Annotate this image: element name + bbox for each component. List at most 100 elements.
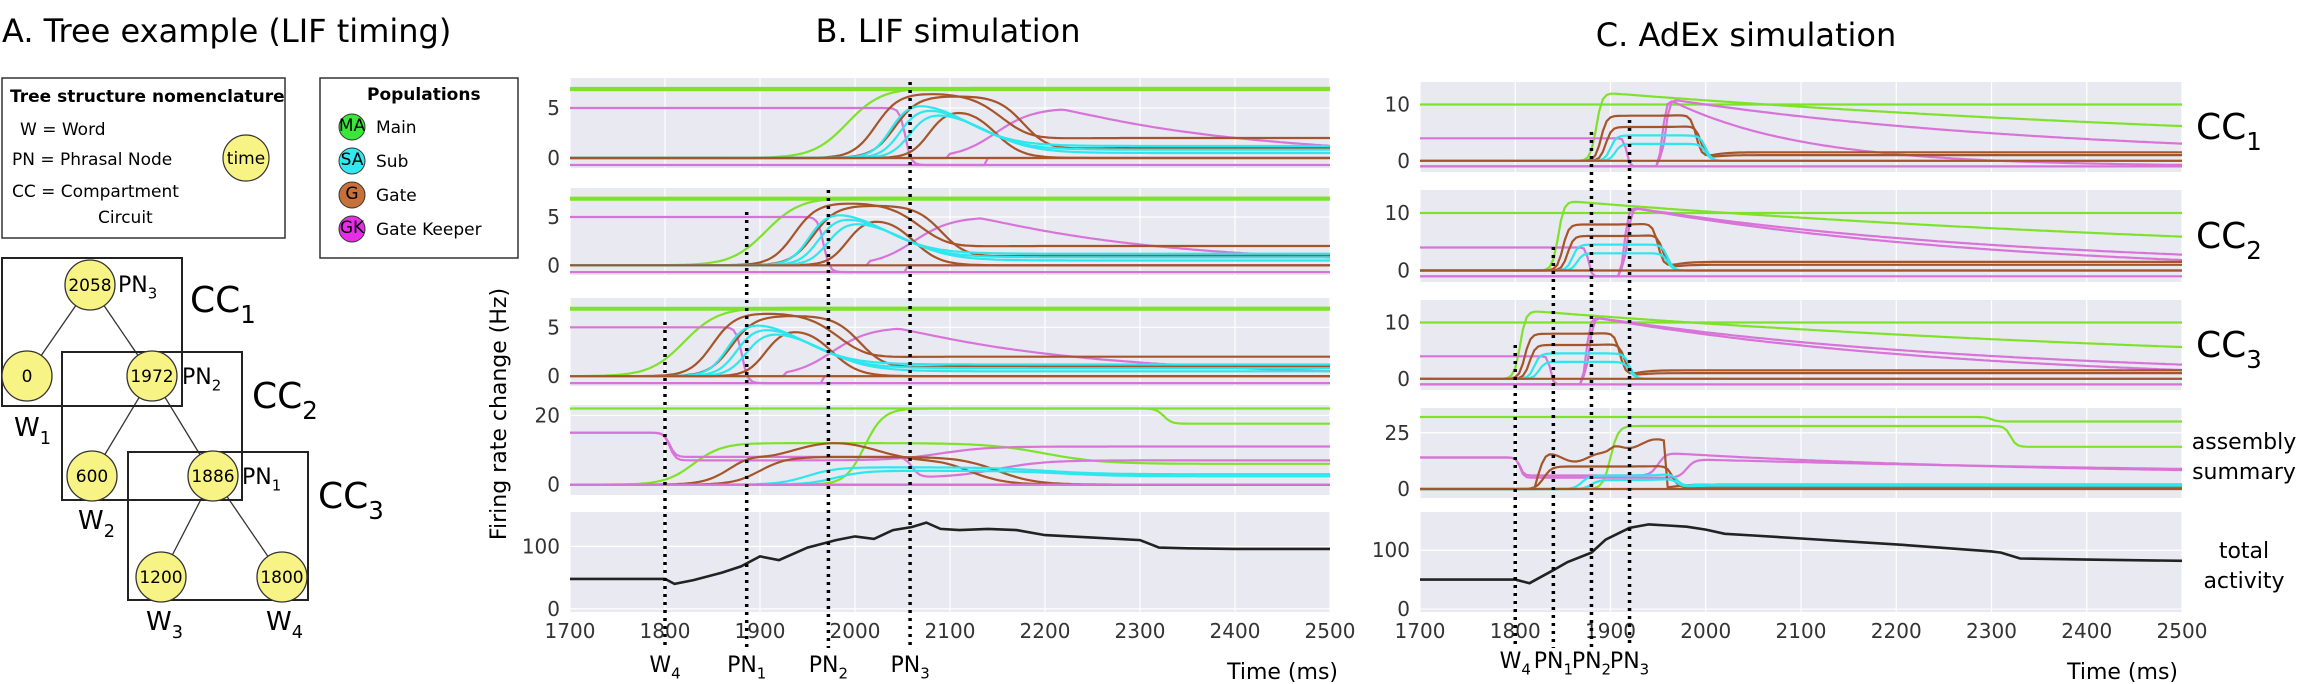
tree-node-label-w2-text: W	[78, 506, 104, 536]
y-tick-label: 0	[547, 364, 560, 388]
trace-group	[570, 521, 1330, 586]
population-gate-keeper-icon	[338, 215, 366, 243]
row-label-cc1-text: CC	[2196, 107, 2246, 148]
row-label-cc2-text: CC	[2196, 216, 2246, 257]
x-tick-label: 1900	[1585, 619, 1636, 643]
trace-group	[1420, 310, 2182, 386]
x-tick-label: 1900	[735, 619, 786, 643]
row-label: total activity	[2203, 539, 2284, 594]
tree-node-w3	[135, 551, 187, 603]
population-label: Sub	[376, 152, 408, 172]
compartment-label-3: CC3	[318, 476, 384, 525]
event-marker-label-sub: 3	[1640, 661, 1650, 679]
trace-group	[1420, 523, 2182, 585]
event-marker-label-text: W	[649, 653, 671, 678]
tree-node-label-w2: W2	[78, 506, 115, 542]
x-tick-label: 1700	[1395, 619, 1446, 643]
trace-group	[570, 86, 1330, 167]
x-tick-label: 1800	[1490, 619, 1541, 643]
y-tick-label: 0	[547, 597, 560, 621]
y-tick-label: 5	[547, 315, 560, 339]
panel-b-title: B. LIF simulation	[816, 12, 1081, 50]
panel-a: A. Tree example (LIF timing) Tree struct…	[1, 12, 519, 643]
compartment-label-3-sub: 3	[368, 496, 384, 525]
compartment-label-1: CC1	[190, 280, 256, 329]
trace-line	[1420, 100, 2182, 168]
x-tick-label: 2100	[925, 619, 976, 643]
time-badge-label: time	[227, 149, 265, 169]
x-tick-label: 2400	[2061, 619, 2112, 643]
nomenclature-box: Tree structure nomenclature W = Word PN …	[1, 77, 286, 239]
panel-b-ylabel: Firing rate change (Hz)	[487, 288, 512, 540]
population-abbr: G	[345, 184, 358, 204]
event-marker-label-text: PN	[1534, 649, 1564, 674]
tree-node-label-w1-sub: 1	[40, 429, 51, 449]
trace-line	[570, 306, 1330, 378]
tree-node-pn2	[126, 350, 178, 402]
event-marker-label-sub: 1	[757, 665, 767, 683]
nomenclature-line-1: W = Word	[20, 120, 106, 140]
tree-node-value: 600	[76, 467, 108, 487]
population-abbr: GK	[340, 218, 365, 238]
tree-node-label-w3-sub: 3	[172, 623, 183, 643]
y-tick-label: 10	[1385, 93, 1410, 117]
x-tick-label: 2500	[1305, 619, 1356, 643]
trace-line	[1420, 310, 2182, 380]
compartment-label-3-text: CC	[318, 476, 368, 517]
trace-line	[570, 431, 1330, 462]
tree-node-label-w2-sub: 2	[104, 522, 115, 542]
event-marker-label-sub: 2	[839, 665, 849, 683]
nomenclature-line-4: Circuit	[98, 208, 153, 228]
subplot-5: 0 100 total activity	[1372, 512, 2285, 621]
x-tick-label: 2200	[1871, 619, 1922, 643]
tree-node-label-pn1-sub: 1	[272, 477, 282, 495]
y-tick-label: 100	[522, 534, 560, 558]
trace-line	[1420, 343, 2182, 380]
subplot-5: 0 100	[522, 512, 1331, 621]
subplot-1: 05	[547, 78, 1331, 170]
tree-node-label-pn2-text: PN	[182, 365, 212, 390]
x-tick-label: 2500	[2157, 619, 2208, 643]
y-tick-label: 0	[547, 146, 560, 170]
trace-line	[570, 431, 1330, 478]
compartment-label-1-text: CC	[190, 280, 240, 321]
event-marker-label-text: PN	[1572, 649, 1602, 674]
event-marker-label: W4	[649, 653, 680, 683]
tree-node-label-w4-text: W	[266, 607, 292, 637]
tree-node-value: 0	[22, 367, 33, 387]
panel-c: C. AdEx simulation 010CC1010CC2010CC3025…	[1372, 16, 2296, 684]
tree-node-w4	[256, 551, 308, 603]
compartment-label-2-sub: 2	[302, 396, 318, 425]
event-marker-label-sub: 4	[1521, 661, 1531, 679]
y-tick-label: 0	[547, 253, 560, 277]
trace-line	[570, 442, 1330, 486]
event-marker-label: PN1	[727, 653, 766, 683]
event-marker-label-text: PN	[809, 653, 839, 678]
population-label: Gate	[376, 186, 417, 206]
subplot-4: 0 25 assembly summary	[1385, 408, 2296, 501]
y-tick-label: 0	[547, 473, 560, 497]
y-tick-label: 0	[1397, 597, 1410, 621]
trace-line	[1420, 207, 2182, 278]
y-tick-label: 5	[547, 96, 560, 120]
trace-group	[1420, 415, 2182, 491]
tree-node-label-pn3-sub: 3	[148, 285, 158, 303]
x-tick-label: 2100	[1776, 619, 1827, 643]
x-tick-label: 2200	[1020, 619, 1071, 643]
tree-node-label-pn1-text: PN	[242, 465, 272, 490]
trace-group	[570, 196, 1330, 274]
x-tick-label: 2400	[1210, 619, 1261, 643]
event-marker-label: PN2	[809, 653, 848, 683]
population-sub-icon	[338, 147, 366, 175]
tree-node-value: 1886	[191, 467, 234, 487]
trace-group	[1420, 200, 2182, 278]
event-marker-label-text: PN	[727, 653, 757, 678]
x-tick-label: 2000	[830, 619, 881, 643]
tree-node-w2	[66, 450, 118, 502]
population-gate-icon	[338, 181, 366, 209]
trace-line	[1420, 415, 2182, 423]
